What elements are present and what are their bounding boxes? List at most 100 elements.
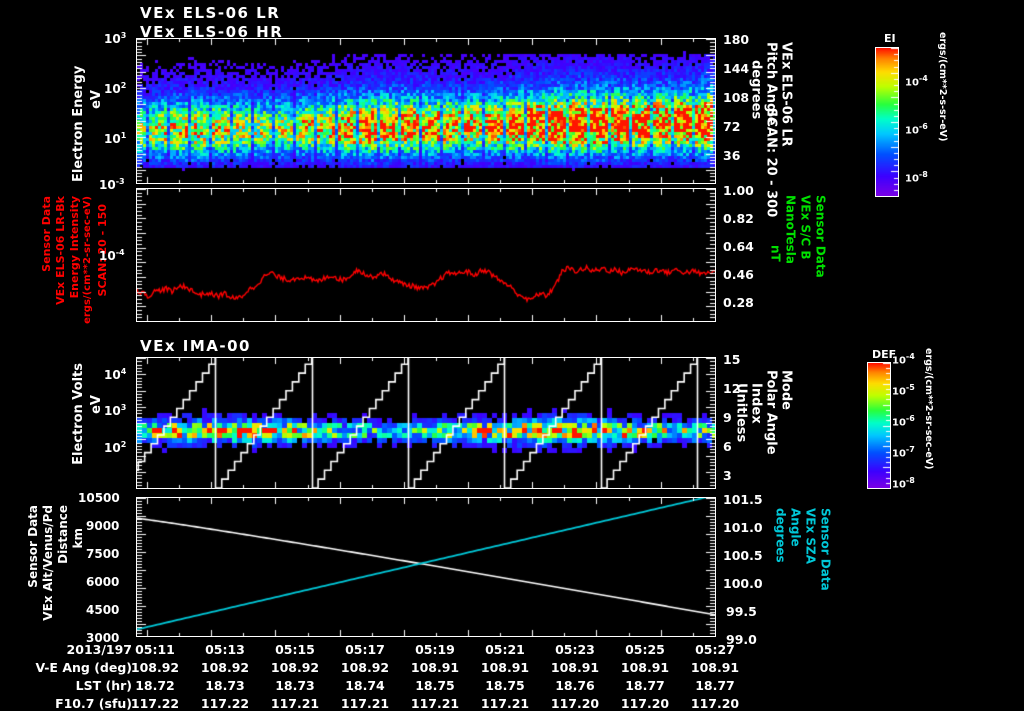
- energy-intensity-panel: [136, 188, 716, 322]
- footer-time-6: 05:23: [555, 642, 595, 657]
- footer-lst-7: 18.77: [625, 678, 665, 693]
- panel3-left-axis-units: eV: [89, 395, 104, 414]
- panel1-rtick-1: 144: [723, 61, 750, 76]
- footer-f107-8: 117.20: [690, 696, 740, 711]
- footer-time-2: 05:15: [275, 642, 315, 657]
- def-colorbar-tick-2: 10-6: [892, 414, 915, 429]
- footer-row-label-0: V-E Ang (deg): [35, 660, 132, 675]
- def-colorbar-tick-4: 10-8: [892, 476, 915, 491]
- panel1-title-hr: VEx ELS-06 HR: [140, 23, 284, 41]
- panel2-rtick-3: 0.46: [723, 267, 754, 282]
- footer-lst-4: 18.75: [415, 678, 455, 693]
- footer-f107-5: 117.21: [480, 696, 530, 711]
- panel4-ytick-3: 6000: [86, 575, 120, 589]
- panel2-left-label-1: Sensor Data: [40, 196, 53, 272]
- panel1-ytick-1: 102: [104, 81, 127, 96]
- footer-lst-3: 18.74: [345, 678, 385, 693]
- panel2-right-label-1: Sensor Data: [813, 195, 828, 278]
- panel1-right-label-3: degrees: [748, 60, 764, 120]
- footer-ve-ang-2: 108.92: [270, 660, 320, 675]
- footer-lst-6: 18.76: [555, 678, 595, 693]
- panel1-left-axis-units: eV: [89, 90, 104, 109]
- panel1-left-units-text: eV: [89, 90, 104, 109]
- def-colorbar-tick-0: 10-4: [892, 352, 915, 367]
- panel4-left-label-4: km: [71, 528, 85, 549]
- panel3-right-label-2: Polar Angle: [763, 370, 779, 455]
- panel3-rtick-3: 6: [723, 439, 732, 454]
- ei-colorbar-tick-2: 10-8: [905, 170, 928, 185]
- panel4-ytick-1: 9000: [86, 519, 120, 533]
- footer-ve-ang-1: 108.92: [200, 660, 250, 675]
- panel1-left-axis-label: Electron Energy: [71, 42, 86, 182]
- panel4-rtick-2: 100.5: [723, 548, 763, 563]
- footer-lst-0: 18.72: [135, 678, 175, 693]
- panel4-rtick-3: 100.0: [723, 576, 763, 591]
- footer-time-4: 05:19: [415, 642, 455, 657]
- footer-row-label-2: F10.7 (sfu): [55, 696, 132, 711]
- panel4-rtick-5: 99.0: [726, 632, 757, 647]
- panel1-rtick-3: 72: [723, 119, 741, 134]
- ima-spectrogram-canvas: [137, 358, 715, 488]
- panel4-right-label-1: Sensor Data: [818, 508, 833, 591]
- panel4-ytick-4: 4500: [86, 603, 120, 617]
- ei-colorbar-title: EI: [884, 32, 896, 45]
- panel4-ytick-0: 10500: [78, 491, 120, 505]
- footer-time-8: 05:27: [695, 642, 735, 657]
- panel1-ytick-0: 103: [104, 31, 127, 46]
- panel4-ytick-2: 7500: [86, 547, 120, 561]
- panel3-title: VEx IMA-00: [140, 337, 251, 355]
- panel3-right-label-4: Unitless: [733, 383, 749, 443]
- footer-time-5: 05:21: [485, 642, 525, 657]
- panel3-rtick-4: 3: [723, 468, 732, 483]
- panel3-ytick-1: 103: [104, 403, 127, 418]
- footer-lst-8: 18.77: [695, 678, 735, 693]
- altitude-sza-panel: [136, 497, 716, 637]
- panel2-left-label-4: ergs/(cm**2-sr-sec-eV): [82, 196, 93, 324]
- panel2-rtick-1: 0.82: [723, 211, 754, 226]
- ei-colorbar-tick-1: 10-6: [905, 122, 928, 137]
- panel4-rtick-0: 101.5: [723, 492, 763, 507]
- panel3-left-units-text: eV: [89, 395, 104, 414]
- footer-lst-5: 18.75: [485, 678, 525, 693]
- panel3-left-axis-label: Electron Volts: [71, 363, 86, 465]
- footer-ve-ang-4: 108.91: [410, 660, 460, 675]
- def-colorbar-title: DEF: [872, 348, 897, 361]
- footer-f107-3: 117.21: [340, 696, 390, 711]
- footer-ve-ang-0: 108.92: [130, 660, 180, 675]
- panel4-left-label-1: Sensor Data: [26, 505, 40, 588]
- footer-f107-4: 117.21: [410, 696, 460, 711]
- panel3-right-label-3: Index: [748, 383, 764, 424]
- panel4-left-label-2: VEx Alt/Venus/Pd: [41, 505, 55, 621]
- footer-time-0: 05:11: [135, 642, 175, 657]
- footer-f107-7: 117.20: [620, 696, 670, 711]
- ei-colorbar-gradient: [875, 47, 899, 197]
- els-spectrogram-canvas: [137, 39, 715, 183]
- panel2-rtick-4: 0.28: [723, 295, 754, 310]
- panel1-right-label-1: VEx ELS-06 LR: [778, 42, 794, 147]
- altitude-sza-canvas: [137, 498, 715, 636]
- ima-spectrogram-panel: [136, 357, 716, 489]
- panel3-rtick-0: 15: [723, 352, 741, 367]
- panel4-right-label-2: VEx SZA: [803, 508, 818, 565]
- def-colorbar-tick-1: 10-5: [892, 383, 915, 398]
- footer-time-1: 05:13: [205, 642, 245, 657]
- def-colorbar-tick-3: 10-7: [892, 445, 915, 460]
- panel2-rtick-0: 1.00: [723, 183, 754, 198]
- def-colorbar-gradient: [867, 362, 891, 489]
- panel3-left-axis-title: Electron Volts: [71, 363, 86, 465]
- ei-colorbar-tick-0: 10-4: [905, 74, 928, 89]
- footer-time-7: 05:25: [625, 642, 665, 657]
- footer-f107-6: 117.20: [550, 696, 600, 711]
- footer-ve-ang-8: 108.91: [690, 660, 740, 675]
- energy-intensity-canvas: [137, 189, 715, 321]
- panel3-right-label-1: Mode: [778, 370, 794, 410]
- panel2-left-label-3: Energy Intensity: [68, 196, 81, 299]
- panel4-rtick-1: 101.0: [723, 520, 763, 535]
- panel2-right-label-3: NanoTesla: [783, 195, 798, 265]
- panel1-left-axis-title: Electron Energy: [71, 65, 86, 182]
- panel2-right-label-4: nT: [768, 245, 783, 262]
- footer-lst-1: 18.73: [205, 678, 245, 693]
- panel1-ytick-3: 10-3: [99, 177, 125, 192]
- panel1-ytick-2: 101: [104, 131, 127, 146]
- panel2-ytick-0: 10-4: [99, 248, 125, 263]
